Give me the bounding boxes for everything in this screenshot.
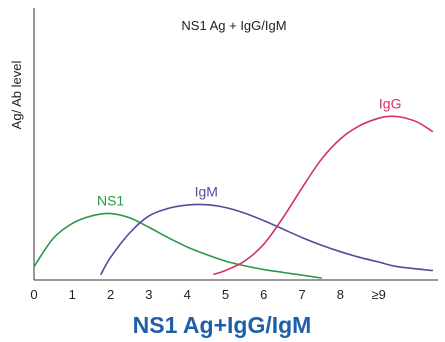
- igm-curve: [100, 203, 434, 276]
- x-tick-label: 1: [69, 287, 76, 302]
- ns1-curve: [33, 212, 323, 279]
- x-tick-label: 3: [145, 287, 152, 302]
- x-tick-label: 0: [30, 287, 37, 302]
- igg-curve: [213, 115, 434, 276]
- x-tick-labels: 0 1 2 3 4 5 6 7 8 ≥9: [30, 287, 386, 302]
- x-tick-label: 7: [298, 287, 305, 302]
- chart-title: NS1 Ag + IgG/IgM: [181, 18, 286, 33]
- x-tick-label: 4: [184, 287, 191, 302]
- figure-caption: NS1 Ag+IgG/IgM: [133, 312, 312, 338]
- igm-label: IgM: [195, 184, 218, 200]
- x-tick-label: 6: [260, 287, 267, 302]
- igg-label: IgG: [379, 95, 402, 111]
- x-tick-label: ≥9: [372, 287, 386, 302]
- series-labels: NS1 IgM IgG: [97, 95, 402, 208]
- ns1-label: NS1: [97, 193, 124, 209]
- y-axis-label: Ag/ Ab level: [9, 61, 24, 130]
- x-tick-label: 2: [107, 287, 114, 302]
- x-tick-label: 5: [222, 287, 229, 302]
- chart-axes: [33, 8, 438, 281]
- series-curves: [33, 115, 434, 279]
- x-tick-label: 8: [337, 287, 344, 302]
